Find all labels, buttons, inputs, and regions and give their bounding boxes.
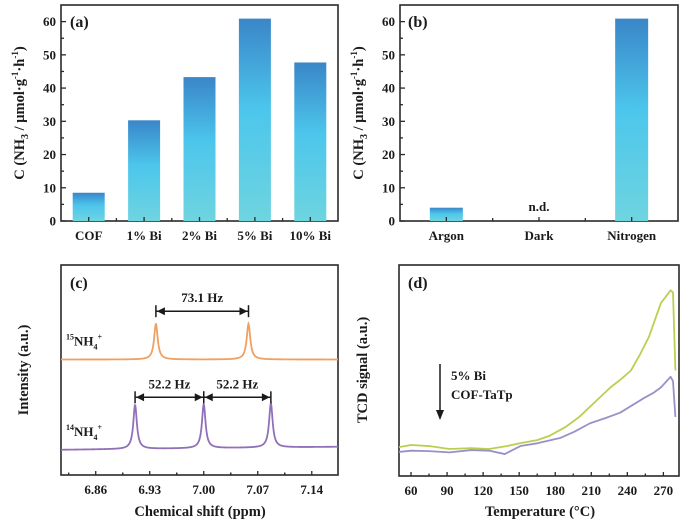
x-tick-label: 6.93	[138, 482, 161, 497]
panel-b-y-axis-label: C (NH3 / μmol·g-1·h-1)	[349, 46, 370, 180]
y-tick-label: 20	[43, 147, 56, 162]
panel-c: 73.1 Hz 52.2 Hz 52.2 Hz 6.86 6.93 7.00 7.07 7.…	[16, 264, 339, 520]
x-tick-label: 6.86	[84, 482, 107, 497]
bar-argon	[429, 207, 463, 221]
x-tick-label: 5% Bi	[237, 228, 272, 243]
y-tick-label: 0	[389, 214, 396, 229]
panel-b-label: (b)	[408, 14, 428, 31]
x-tick-label: 7.07	[246, 482, 269, 497]
x-tick-label: 240	[618, 483, 638, 498]
x-tick-label: 7.00	[192, 482, 215, 497]
panel-d-y-axis-label: TCD signal (a.u.)	[355, 317, 371, 424]
x-tick-label: 10% Bi	[290, 228, 332, 243]
bar-cof	[72, 192, 105, 221]
spectrum-14nh4	[60, 400, 339, 451]
tcd-curve-cof-tatp	[398, 375, 677, 455]
x-tick-label: 120	[473, 483, 493, 498]
panel-a: 0 10 20 30 40 50 60 COF 1% Bi 2% Bi 5% Bi 10% Bi (…	[10, 4, 339, 243]
panel-c-frame	[60, 264, 339, 476]
series-label: 14NH4+	[66, 423, 103, 442]
panel-d-annotation-line-2: COF-TaTp	[451, 387, 513, 402]
panel-d-annotation-line-1: 5% Bi	[451, 368, 486, 383]
x-tick-label: 270	[654, 483, 674, 498]
x-tick-label: Dark	[525, 228, 555, 243]
arrow-left-icon	[204, 393, 213, 402]
spectrum-15nh4	[61, 320, 338, 361]
panel-b: n.d. 0 10 20 30 40 50 60 Argon Dark Nitrogen (b)…	[349, 4, 679, 243]
y-tick-label: 30	[382, 114, 395, 129]
x-tick-label: 1% Bi	[127, 228, 162, 243]
x-tick-label: 7.14	[300, 482, 323, 497]
x-tick-label: 90	[441, 483, 454, 498]
y-tick-label: 10	[43, 180, 56, 195]
arrow-right-icon	[261, 393, 270, 402]
y-tick-label: 0	[50, 214, 57, 229]
arrow-right-icon	[194, 393, 203, 402]
bar-5-bi	[238, 18, 271, 221]
bar-annotation: n.d.	[529, 199, 550, 214]
arrow-down-icon	[436, 410, 444, 420]
x-tick-label: Nitrogen	[607, 228, 657, 243]
y-tick-label: 50	[382, 47, 395, 62]
panel-d-label: (d)	[408, 275, 428, 292]
y-tick-label: 50	[43, 47, 56, 62]
y-tick-label: 40	[43, 81, 56, 96]
arrow-right-icon	[239, 307, 248, 316]
x-tick-label: COF	[75, 228, 103, 243]
x-tick-label: 60	[405, 483, 418, 498]
x-tick-label: 180	[545, 483, 565, 498]
y-tick-label: 30	[43, 114, 56, 129]
bar-2-bi	[183, 77, 216, 221]
y-tick-label: 60	[382, 14, 395, 29]
panel-c-x-axis-label: Chemical shift (ppm)	[134, 504, 265, 520]
coupling-label: 52.2 Hz	[216, 376, 258, 391]
tcd-curve-5-bi	[398, 289, 677, 450]
bar-1-bi	[128, 120, 161, 221]
panel-d-x-axis-label: Temperature (°C)	[485, 504, 595, 520]
x-tick-label: Argon	[429, 228, 465, 243]
series-label: 15NH4+	[66, 333, 103, 352]
y-tick-label: 40	[382, 81, 395, 96]
coupling-label: 52.2 Hz	[148, 376, 190, 391]
arrow-left-icon	[156, 307, 165, 316]
panel-a-label: (a)	[70, 14, 89, 31]
panel-c-label: (c)	[70, 275, 88, 292]
bar-10-bi	[294, 62, 327, 222]
panel-c-y-axis-label: Intensity (a.u.)	[16, 325, 32, 416]
bar-nitrogen	[615, 18, 649, 221]
panel-a-y-axis-label: C (NH3 / μmol·g-1·h-1)	[10, 46, 31, 180]
y-tick-label: 60	[43, 14, 56, 29]
panel-d-frame	[398, 264, 680, 477]
x-tick-label: 150	[509, 483, 529, 498]
y-tick-label: 20	[382, 147, 395, 162]
coupling-label: 73.1 Hz	[181, 290, 223, 305]
arrow-left-icon	[136, 393, 145, 402]
x-tick-label: 2% Bi	[182, 228, 217, 243]
x-tick-label: 210	[582, 483, 602, 498]
panel-d: 60 90 120 150 180 210 240 270 5% Bi COF-TaTp (d…	[355, 264, 680, 520]
y-tick-label: 10	[382, 180, 395, 195]
